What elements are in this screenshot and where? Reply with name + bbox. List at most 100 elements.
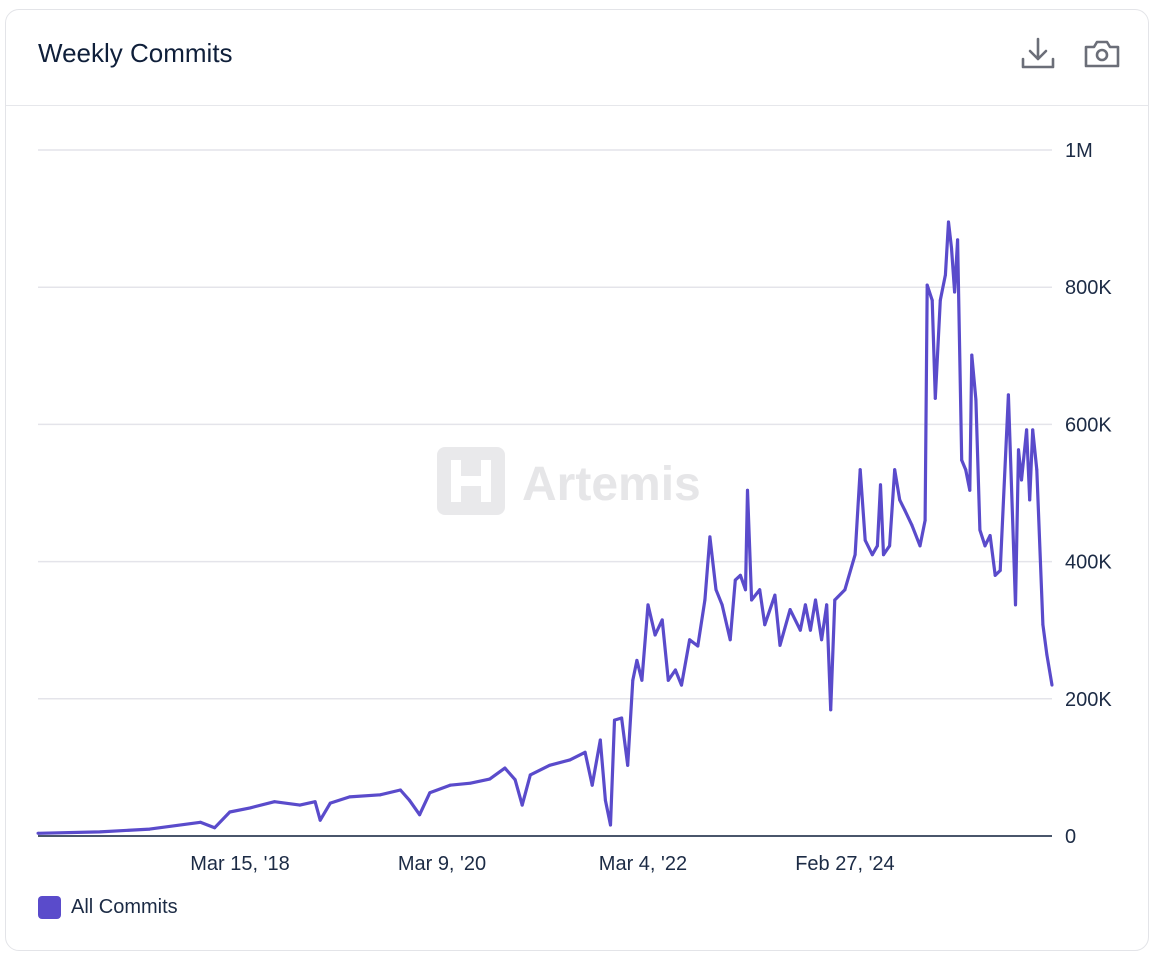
data-point[interactable] <box>808 628 812 632</box>
data-point[interactable] <box>968 488 972 492</box>
data-point[interactable] <box>893 468 897 472</box>
data-point[interactable] <box>673 668 677 672</box>
data-point[interactable] <box>888 544 892 548</box>
data-point[interactable] <box>568 758 572 762</box>
data-point[interactable] <box>738 573 742 577</box>
data-point[interactable] <box>750 598 754 602</box>
data-point[interactable] <box>960 458 964 462</box>
data-point[interactable] <box>943 273 947 277</box>
data-point[interactable] <box>728 638 732 642</box>
data-point[interactable] <box>313 800 317 804</box>
data-point[interactable] <box>488 777 492 781</box>
data-point[interactable] <box>829 708 833 712</box>
data-point[interactable] <box>763 623 767 627</box>
data-point[interactable] <box>1035 468 1039 472</box>
data-point[interactable] <box>863 538 867 542</box>
data-point[interactable] <box>590 783 594 787</box>
data-point[interactable] <box>708 535 712 539</box>
data-point[interactable] <box>833 598 837 602</box>
data-point[interactable] <box>666 678 670 682</box>
data-point[interactable] <box>998 569 1002 573</box>
data-point[interactable] <box>956 238 960 242</box>
data-point[interactable] <box>660 618 664 622</box>
data-point[interactable] <box>923 518 927 522</box>
data-point[interactable] <box>428 791 432 795</box>
data-point[interactable] <box>946 220 950 224</box>
data-point[interactable] <box>788 608 792 612</box>
data-point[interactable] <box>631 678 635 682</box>
data-point[interactable] <box>903 508 907 512</box>
data-point[interactable] <box>1025 428 1029 432</box>
data-point[interactable] <box>875 544 879 548</box>
data-point[interactable] <box>1013 603 1017 607</box>
data-point[interactable] <box>910 523 914 527</box>
data-point[interactable] <box>1050 683 1054 687</box>
data-point[interactable] <box>248 806 252 810</box>
data-point[interactable] <box>272 800 276 804</box>
data-point[interactable] <box>974 398 978 402</box>
data-point[interactable] <box>228 810 232 814</box>
data-point[interactable] <box>853 553 857 557</box>
data-point[interactable] <box>1020 478 1024 482</box>
data-point[interactable] <box>653 633 657 637</box>
data-point[interactable] <box>688 638 692 642</box>
data-point[interactable] <box>964 468 968 472</box>
data-point[interactable] <box>814 598 818 602</box>
data-point[interactable] <box>298 803 302 807</box>
legend-label[interactable]: All Commits <box>71 896 178 918</box>
data-point[interactable] <box>613 718 617 722</box>
data-point[interactable] <box>953 290 957 294</box>
data-point[interactable] <box>528 773 532 777</box>
data-point[interactable] <box>398 788 402 792</box>
data-point[interactable] <box>918 544 922 548</box>
data-point[interactable] <box>407 798 411 802</box>
legend-swatch[interactable] <box>38 896 61 919</box>
data-point[interactable] <box>950 246 954 250</box>
data-point[interactable] <box>843 588 847 592</box>
data-point[interactable] <box>328 801 332 805</box>
data-point[interactable] <box>503 766 507 770</box>
data-point[interactable] <box>870 553 874 557</box>
data-point[interactable] <box>148 827 152 831</box>
data-point[interactable] <box>988 534 992 538</box>
data-point[interactable] <box>640 678 644 682</box>
data-point[interactable] <box>548 763 552 767</box>
data-point[interactable] <box>378 793 382 797</box>
data-point[interactable] <box>36 831 40 835</box>
data-point[interactable] <box>803 603 807 607</box>
data-point[interactable] <box>743 588 747 592</box>
data-point[interactable] <box>608 823 612 827</box>
data-point[interactable] <box>626 763 630 767</box>
series-line-all-commits[interactable] <box>37 220 1054 835</box>
data-point[interactable] <box>745 488 749 492</box>
data-point[interactable] <box>1028 498 1032 502</box>
data-point[interactable] <box>930 298 934 302</box>
data-point[interactable] <box>198 820 202 824</box>
data-point[interactable] <box>603 798 607 802</box>
data-point[interactable] <box>703 598 707 602</box>
data-point[interactable] <box>882 553 886 557</box>
data-point[interactable] <box>758 588 762 592</box>
data-point[interactable] <box>646 603 650 607</box>
data-point[interactable] <box>418 813 422 817</box>
data-point[interactable] <box>1017 448 1021 452</box>
data-point[interactable] <box>635 658 639 662</box>
data-point[interactable] <box>820 638 824 642</box>
data-point[interactable] <box>983 544 987 548</box>
data-point[interactable] <box>1031 428 1035 432</box>
data-point[interactable] <box>993 573 997 577</box>
data-point[interactable] <box>938 298 942 302</box>
camera-icon[interactable] <box>1082 34 1122 74</box>
data-point[interactable] <box>878 483 882 487</box>
data-point[interactable] <box>696 644 700 648</box>
data-point[interactable] <box>513 778 517 782</box>
data-point[interactable] <box>778 643 782 647</box>
data-point[interactable] <box>1045 653 1049 657</box>
data-point[interactable] <box>925 283 929 287</box>
data-point[interactable] <box>348 795 352 799</box>
data-point[interactable] <box>1006 393 1010 397</box>
data-point[interactable] <box>598 738 602 742</box>
data-point[interactable] <box>318 818 322 822</box>
data-point[interactable] <box>583 750 587 754</box>
data-point[interactable] <box>448 783 452 787</box>
